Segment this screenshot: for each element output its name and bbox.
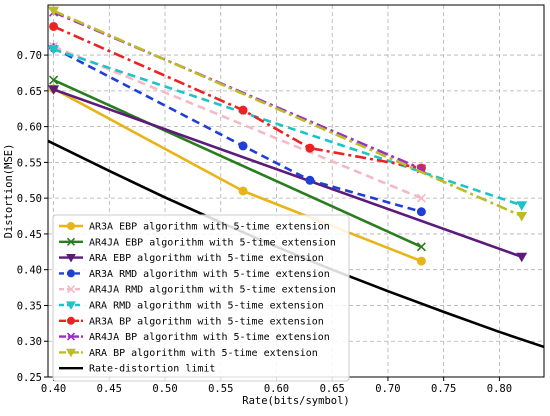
data-point (416, 242, 426, 252)
legend-entry: AR4JA RMD algorithm with 5-time extensio… (59, 285, 336, 296)
x-tick-label: 0.45 (97, 383, 122, 395)
legend-entry: ARA BP algorithm with 5-time extension (59, 348, 318, 359)
series-line (53, 25, 422, 170)
legend-label: AR3A RMD algorithm with 5-time extension (89, 269, 330, 280)
data-point (48, 85, 60, 95)
data-point (516, 211, 528, 222)
series-line (53, 78, 422, 248)
series-3 (48, 85, 528, 263)
y-tick-label: 0.50 (17, 193, 42, 205)
x-tick-label: 0.80 (487, 383, 512, 395)
data-point (305, 175, 315, 185)
legend-entry: Rate-distortion limit (59, 364, 215, 375)
series-lines (47, 6, 545, 349)
x-tick-label: 0.50 (152, 383, 177, 395)
data-point (416, 256, 426, 266)
x-tick-label: 0.70 (375, 383, 400, 395)
grid (48, 5, 544, 378)
data-point (48, 6, 60, 17)
data-point (66, 332, 76, 341)
data-point (67, 222, 75, 230)
marker-stroke (66, 237, 76, 246)
legend-label: AR4JA EBP algorithm with 5-time extensio… (89, 237, 336, 248)
data-point (66, 301, 76, 310)
legend-label: AR3A BP algorithm with 5-time extension (89, 316, 324, 327)
y-axis-label: Distortion(MSE) (3, 144, 15, 239)
marker-stroke (416, 242, 426, 252)
data-point (67, 269, 75, 278)
x-tick-label: 0.60 (264, 383, 289, 395)
data-point (66, 237, 76, 246)
series-line (53, 48, 523, 207)
y-tick-label: 0.45 (17, 229, 42, 241)
legend-label: ARA BP algorithm with 5-time extension (89, 348, 318, 359)
series-line (53, 88, 523, 259)
data-point (66, 285, 76, 294)
data-point (516, 252, 528, 263)
data-point (305, 143, 315, 153)
legend-entry: AR3A EBP algorithm with 5-time extension (59, 222, 330, 233)
axis-ticks: 0.40 0.45 0.50 0.55 0.60 0.65 0.70 0.75 0.80 0.25… (17, 50, 512, 395)
y-tick-label: 0.40 (17, 265, 42, 277)
y-tick-label: 0.60 (17, 122, 42, 134)
series-2 (49, 75, 426, 252)
legend: AR3A EBP algorithm with 5-time extension… (52, 214, 350, 382)
series-line (53, 45, 422, 200)
series-line (52, 46, 422, 213)
x-tick-label: 0.75 (431, 383, 456, 395)
legend-entry: AR4JA BP algorithm with 5-time extension (59, 332, 330, 343)
legend-label: AR4JA RMD algorithm with 5-time extensio… (89, 285, 336, 296)
legend-label: ARA EBP algorithm with 5-time extension (89, 253, 324, 264)
y-tick-label: 0.25 (17, 372, 42, 384)
legend-box (52, 214, 350, 382)
y-tick-label: 0.30 (17, 336, 42, 348)
x-tick-label: 0.40 (41, 383, 66, 395)
legend-label: AR4JA BP algorithm with 5-time extension (89, 332, 330, 343)
series-4 (49, 43, 426, 217)
legend-entry: AR3A BP algorithm with 5-time extension (59, 316, 324, 327)
data-point (67, 316, 75, 325)
y-tick-label: 0.55 (17, 157, 42, 169)
y-tick-label: 0.35 (17, 300, 42, 312)
data-point (238, 186, 248, 196)
data-point (516, 201, 528, 211)
legend-label: Rate-distortion limit (89, 364, 215, 375)
marker-stroke (49, 75, 59, 85)
data-point (49, 75, 59, 85)
data-point (416, 193, 426, 203)
marker-stroke (416, 193, 426, 203)
x-tick-label: 0.55 (208, 383, 233, 395)
data-point (49, 21, 59, 31)
y-tick-label: 0.70 (17, 50, 42, 62)
marker-stroke (66, 285, 76, 294)
x-tick-label: 0.65 (320, 383, 345, 395)
legend-entry: ARA RMD algorithm with 5-time extension (59, 301, 324, 312)
legend-entry: AR4JA EBP algorithm with 5-time extensio… (59, 237, 336, 248)
legend-label: AR3A EBP algorithm with 5-time extension (89, 222, 330, 233)
x-axis-label: Rate(bits/symbol) (242, 395, 349, 407)
series-6 (48, 45, 528, 211)
data-point (66, 253, 76, 263)
series-7 (49, 21, 426, 173)
data-point (48, 45, 60, 55)
series-9 (48, 6, 528, 222)
marker-stroke (66, 332, 76, 341)
legend-entry: AR3A RMD algorithm with 5-time extension (59, 269, 330, 280)
data-point (66, 348, 76, 358)
legend-entry: ARA EBP algorithm with 5-time extension (59, 253, 324, 264)
data-point (238, 105, 248, 115)
data-point (238, 141, 248, 151)
data-point (416, 207, 426, 217)
y-tick-label: 0.65 (17, 86, 42, 98)
series-line (53, 9, 523, 218)
legend-label: ARA RMD algorithm with 5-time extension (89, 301, 324, 312)
